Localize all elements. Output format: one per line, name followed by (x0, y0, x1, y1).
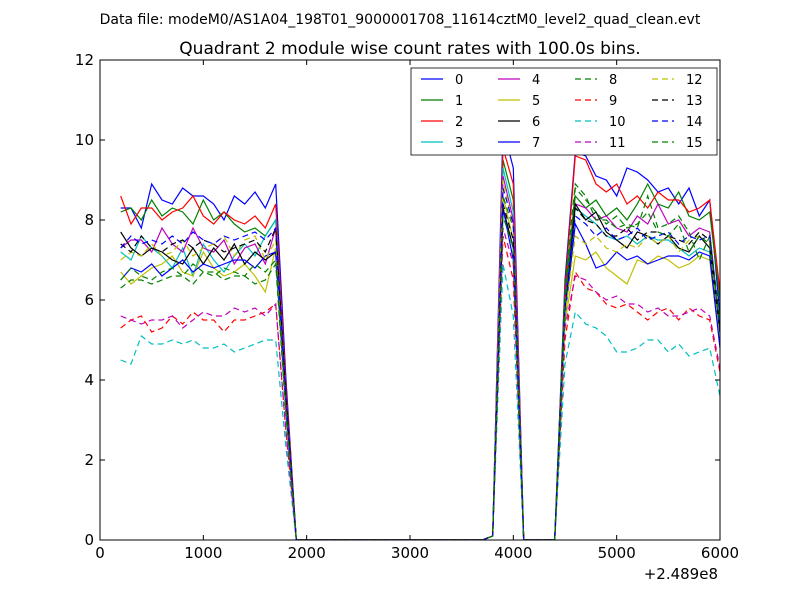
plot-area (120, 127, 720, 540)
legend-label-0: 0 (455, 73, 463, 88)
x-offset-label: +2.489e8 (644, 565, 718, 583)
legend-label-9: 9 (609, 94, 617, 109)
series-line-1 (120, 159, 720, 540)
x-tick-label: 6000 (701, 544, 739, 562)
legend-label-15: 15 (686, 136, 703, 151)
figure-suptitle: Data file: modeM0/AS1A04_198T01_90000017… (100, 12, 701, 28)
legend-label-10: 10 (609, 115, 626, 130)
x-tick-label: 5000 (598, 544, 636, 562)
x-tick-label: 4000 (494, 544, 532, 562)
legend-label-5: 5 (532, 94, 540, 109)
legend-label-12: 12 (686, 73, 703, 88)
legend-box (410, 67, 718, 156)
legend-label-11: 11 (609, 136, 626, 151)
legend-label-1: 1 (455, 94, 463, 109)
series-line-14 (120, 187, 720, 540)
y-tick-label: 10 (75, 131, 94, 149)
series-line-2 (120, 147, 720, 540)
series-line-5 (120, 195, 720, 540)
y-tick-label: 2 (84, 451, 94, 469)
legend-label-8: 8 (609, 73, 617, 88)
legend-label-2: 2 (455, 115, 463, 130)
series-line-7 (120, 207, 720, 540)
y-tick-label: 12 (75, 51, 94, 69)
y-tick-label: 4 (84, 371, 94, 389)
legend-label-7: 7 (532, 136, 540, 151)
series-line-11 (120, 227, 720, 540)
y-tick-label: 0 (84, 531, 94, 549)
series-line-4 (120, 175, 720, 540)
legend-label-4: 4 (532, 73, 540, 88)
x-tick-label: 2000 (288, 544, 326, 562)
legend-label-6: 6 (532, 115, 540, 130)
series-line-9 (120, 235, 720, 540)
series-line-8 (120, 182, 720, 540)
y-tick-label: 6 (84, 291, 94, 309)
x-tick-label: 0 (95, 544, 105, 562)
series-lines (120, 127, 720, 540)
series-line-15 (120, 186, 720, 540)
y-tick-label: 8 (84, 211, 94, 229)
series-line-6 (120, 202, 720, 540)
legend-label-13: 13 (686, 94, 703, 109)
legend-label-3: 3 (455, 136, 463, 151)
x-tick-label: 3000 (391, 544, 429, 562)
legend-label-14: 14 (686, 115, 703, 130)
chart-title: Quadrant 2 module wise count rates with … (179, 39, 640, 59)
x-tick-label: 1000 (184, 544, 222, 562)
